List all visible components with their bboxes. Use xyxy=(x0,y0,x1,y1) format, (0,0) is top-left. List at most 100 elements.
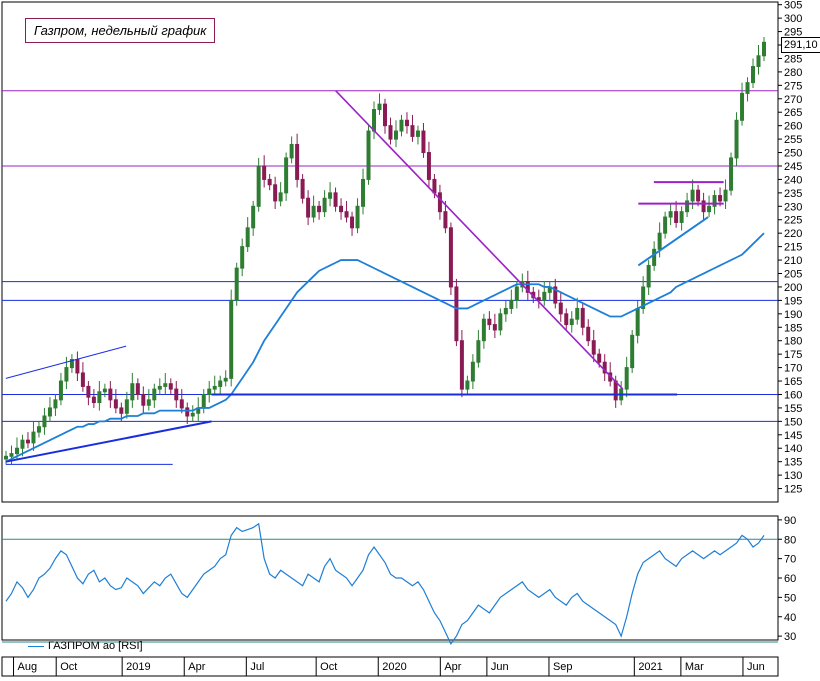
candle-body-91 xyxy=(503,307,508,315)
candle-body-65 xyxy=(361,178,366,207)
price-y-tick-label-19: 220 xyxy=(784,228,802,240)
price-y-tick-label-23: 240 xyxy=(784,174,802,186)
downtrend-line xyxy=(335,90,624,390)
candle-body-73 xyxy=(404,119,409,127)
price-y-tick-label-24: 245 xyxy=(784,161,802,173)
price-y-tick-label-12: 185 xyxy=(784,322,802,334)
candle-body-70 xyxy=(388,125,393,140)
candle-body-13 xyxy=(75,359,80,374)
candle-body-98 xyxy=(542,291,547,301)
candle-body-36 xyxy=(201,393,206,409)
candle-body-97 xyxy=(536,297,541,301)
price-y-tick-label-30: 275 xyxy=(784,80,802,92)
price-y-tick-label-35: 300 xyxy=(784,13,802,25)
candle-body-83 xyxy=(459,340,464,390)
price-y-tick-label-31: 280 xyxy=(784,67,802,79)
triangle-support-line xyxy=(637,216,709,267)
price-y-tick-label-14: 195 xyxy=(784,295,802,307)
candle-body-69 xyxy=(383,103,387,127)
candle-body-87 xyxy=(481,318,486,342)
price-y-tick-label-8: 165 xyxy=(784,376,802,388)
price-y-tick-label-3: 140 xyxy=(784,443,802,455)
price-y-tick-label-2: 135 xyxy=(784,457,802,469)
candle-body-122 xyxy=(674,211,679,223)
candle-body-76 xyxy=(421,130,426,154)
rsi-y-tick-label-1: 40 xyxy=(784,612,796,624)
x-tick-label-12: Jun xyxy=(747,661,765,673)
price-y-tick-label-34: 295 xyxy=(784,27,802,39)
candle-body-95 xyxy=(525,281,530,293)
candle-body-26 xyxy=(146,399,151,406)
candle-body-22 xyxy=(124,399,129,414)
candle-body-134 xyxy=(740,92,745,121)
candle-body-132 xyxy=(729,157,734,191)
candle-body-8 xyxy=(47,407,52,417)
candle-body-32 xyxy=(179,399,184,409)
candle-body-79 xyxy=(437,192,442,213)
candle-body-113 xyxy=(624,367,629,390)
candle-body-85 xyxy=(470,361,475,382)
candle-body-136 xyxy=(751,66,756,84)
candle-body-101 xyxy=(558,302,563,315)
price-y-tick-label-7: 160 xyxy=(784,389,802,401)
candle-body-23 xyxy=(130,383,135,401)
price-y-tick-label-25: 250 xyxy=(784,148,802,160)
candle-body-41 xyxy=(229,299,234,379)
candle-body-106 xyxy=(586,326,591,342)
price-y-tick-label-36: 305 xyxy=(784,0,802,12)
x-tick-label-8: Jun xyxy=(491,661,509,673)
candle-body-100 xyxy=(553,286,558,304)
candle-body-12 xyxy=(69,359,74,369)
candle-body-88 xyxy=(487,318,492,326)
candle-body-57 xyxy=(317,205,322,213)
candle-body-62 xyxy=(344,211,349,218)
price-y-tick-label-32: 285 xyxy=(784,53,802,65)
candle-body-92 xyxy=(509,299,514,309)
rsi-y-tick-label-3: 60 xyxy=(784,573,796,585)
rsi-legend: ГАЗПРОМ ао [RSI] xyxy=(28,640,143,652)
chart-title: Газпром, недельный график xyxy=(25,18,216,43)
candle-body-104 xyxy=(575,307,580,320)
candle-body-90 xyxy=(498,313,503,331)
price-y-tick-label-27: 260 xyxy=(784,121,802,133)
rsi-panel-frame xyxy=(1,515,779,641)
candle-body-93 xyxy=(514,286,519,301)
candle-body-107 xyxy=(591,340,596,355)
candle-body-6 xyxy=(36,426,41,433)
candle-body-28 xyxy=(157,385,162,390)
last-price-label: 291,10 xyxy=(781,37,820,53)
moving-average-line xyxy=(5,232,765,463)
candle-body-128 xyxy=(707,205,712,213)
candle-body-66 xyxy=(366,130,371,180)
candle-body-51 xyxy=(284,157,289,194)
price-y-tick-label-10: 175 xyxy=(784,349,802,361)
rsi-y-tick-label-4: 70 xyxy=(784,554,796,566)
candle-body-56 xyxy=(311,205,316,218)
candle-body-127 xyxy=(701,200,706,213)
candle-body-74 xyxy=(410,125,415,137)
candle-body-10 xyxy=(58,380,63,401)
price-y-tick-label-1: 130 xyxy=(784,470,802,482)
candle-body-89 xyxy=(492,324,497,331)
candle-body-42 xyxy=(234,267,239,301)
candle-body-115 xyxy=(635,307,640,336)
candle-body-27 xyxy=(152,388,157,401)
price-y-tick-label-4: 145 xyxy=(784,430,802,442)
rsi-legend-label: ГАЗПРОМ ао [RSI] xyxy=(48,640,143,652)
candle-body-58 xyxy=(322,197,327,213)
candle-body-77 xyxy=(426,152,431,180)
price-y-tick-label-16: 205 xyxy=(784,269,802,281)
candle-body-72 xyxy=(399,119,404,132)
candle-body-123 xyxy=(679,211,684,223)
candle-body-33 xyxy=(185,407,190,417)
candle-body-16 xyxy=(91,396,96,404)
candle-body-120 xyxy=(663,216,668,234)
candle-body-31 xyxy=(174,388,179,401)
candle-body-38 xyxy=(212,385,217,390)
candle-body-37 xyxy=(207,388,212,395)
price-y-tick-label-13: 190 xyxy=(784,309,802,321)
early-channel-lower xyxy=(5,420,212,463)
candle-body-116 xyxy=(641,286,646,309)
candle-body-20 xyxy=(113,399,118,409)
